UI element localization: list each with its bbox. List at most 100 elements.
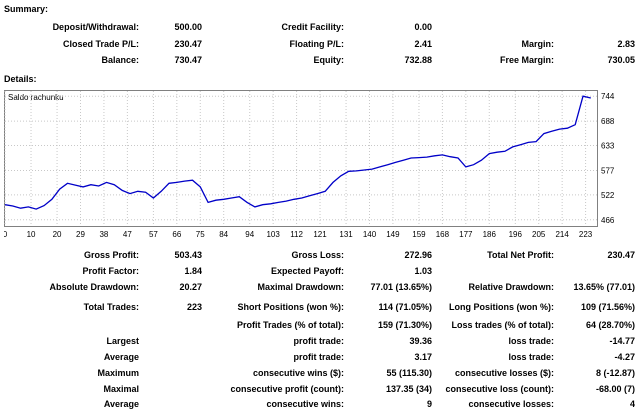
credit-facility-value: 0.00 [414, 22, 432, 32]
x-tick-label: 112 [290, 230, 303, 239]
details-label: consecutive profit (count): [230, 384, 344, 394]
details-value: 64 (28.70%) [585, 320, 635, 330]
credit-facility-label: Credit Facility: [281, 22, 344, 32]
details-value: 55 (115.30) [386, 368, 432, 378]
x-tick-label: 57 [149, 230, 158, 239]
balance-chart-svg: Saldo rachunku 0 10 20 29 38 47 57 66 75 84 94 103 1… [3, 90, 615, 239]
deposit-withdrawal-value: 500.00 [174, 22, 202, 32]
x-tick-label: 177 [459, 230, 473, 239]
x-tick-label: 131 [339, 230, 353, 239]
details-label: profit trade: [293, 352, 345, 362]
y-tick-label: 744 [601, 92, 615, 101]
details-label: consecutive losses ($): [454, 368, 554, 378]
details-value: 230.47 [607, 250, 635, 260]
details-value: 3.17 [414, 352, 432, 362]
x-tick-label: 214 [555, 230, 569, 239]
x-tick-label: 140 [363, 230, 377, 239]
details-label: loss trade: [508, 352, 554, 362]
balance-label: Balance: [101, 55, 139, 65]
details-value: 8 (-12.87) [595, 368, 635, 378]
details-value: 39.36 [409, 336, 432, 346]
balance-chart: Saldo rachunku 0 10 20 29 38 47 57 66 75 84 94 103 1… [3, 90, 636, 240]
x-tick-label: 121 [313, 230, 327, 239]
details-value: 20.27 [179, 282, 202, 292]
details-value: -14.77 [609, 336, 635, 346]
details-label: Absolute Drawdown: [49, 282, 140, 292]
margin-label: Margin: [521, 39, 555, 49]
x-tick-label: 223 [579, 230, 593, 239]
balance-line [4, 95, 591, 210]
details-label: Profit Trades (% of total): [236, 320, 344, 330]
x-tick-label: 29 [76, 230, 85, 239]
details-value: 9 [426, 399, 432, 409]
x-tick-label: 66 [172, 230, 181, 239]
details-value: 109 (71.56%) [580, 302, 635, 312]
details-value: 503.43 [174, 250, 202, 260]
chart-plot-area [4, 90, 598, 227]
free-margin-value: 730.05 [607, 55, 635, 65]
equity-label: Equity: [313, 55, 345, 65]
details-label: consecutive wins ($): [252, 368, 344, 378]
y-tick-label: 466 [601, 216, 615, 225]
details-title: Details: [4, 74, 37, 84]
details-value: 4 [629, 399, 635, 409]
details-label: Maximum [97, 368, 139, 378]
x-tick-label: 47 [123, 230, 132, 239]
x-tick-label: 103 [266, 230, 280, 239]
x-tick-label: 149 [386, 230, 400, 239]
details-label: Long Positions (won %): [449, 302, 554, 312]
closed-trade-pl-label: Closed Trade P/L: [62, 39, 139, 49]
floating-pl-label: Floating P/L: [289, 39, 345, 49]
margin-value: 2.83 [617, 39, 635, 49]
details-value: 1.03 [414, 266, 432, 276]
details-label: Relative Drawdown: [468, 282, 554, 292]
x-tick-label: 20 [53, 230, 62, 239]
details-value: -68.00 (7) [595, 384, 635, 394]
details-label: Largest [106, 336, 139, 346]
details-label: Expected Payoff: [270, 266, 344, 276]
details-label: consecutive wins: [266, 399, 344, 409]
details-value: 77.01 (13.65%) [370, 282, 432, 292]
details-label: Gross Profit: [83, 250, 139, 260]
free-margin-label: Free Margin: [499, 55, 554, 65]
closed-trade-pl-value: 230.47 [174, 39, 202, 49]
x-tick-label: 38 [99, 230, 108, 239]
details-label: Loss trades (% of total): [451, 320, 554, 330]
summary-title: Summary: [4, 4, 49, 14]
details-label: Short Positions (won %): [237, 302, 345, 312]
details-value: 159 (71.30%) [377, 320, 432, 330]
details-label: Total Trades: [83, 302, 139, 312]
details-label: profit trade: [293, 336, 345, 346]
y-tick-label: 577 [601, 166, 615, 175]
details-label: consecutive losses: [468, 399, 554, 409]
deposit-withdrawal-label: Deposit/Withdrawal: [52, 22, 139, 32]
details-label: Profit Factor: [82, 266, 139, 276]
balance-value: 730.47 [174, 55, 202, 65]
details-value: 1.84 [184, 266, 202, 276]
x-tick-label: 75 [196, 230, 205, 239]
y-tick-label: 522 [601, 191, 615, 200]
x-tick-label: 196 [509, 230, 523, 239]
details-label: loss trade: [508, 336, 554, 346]
details-label: Maximal [103, 384, 139, 394]
details-label: Average [103, 352, 139, 362]
details-label: Gross Loss: [291, 250, 344, 260]
x-tick-label: 159 [412, 230, 426, 239]
x-tick-label: 0 [4, 230, 8, 239]
equity-value: 732.88 [404, 55, 432, 65]
y-tick-label: 633 [601, 142, 615, 151]
details-label: Total Net Profit: [487, 250, 554, 260]
x-tick-label: 168 [436, 230, 450, 239]
details-label: Average [103, 399, 139, 409]
x-tick-label: 84 [219, 230, 228, 239]
chart-title: Saldo rachunku [8, 93, 64, 102]
details-value: 223 [186, 302, 202, 312]
x-tick-label: 205 [532, 230, 546, 239]
x-tick-label: 10 [27, 230, 36, 239]
details-value: 114 (71.05%) [378, 302, 432, 312]
x-tick-label: 94 [245, 230, 254, 239]
details-label: consecutive loss (count): [445, 384, 554, 394]
y-tick-label: 688 [601, 117, 615, 126]
details-value: 137.35 (34) [385, 384, 432, 394]
details-value: 13.65% (77.01) [573, 282, 635, 292]
